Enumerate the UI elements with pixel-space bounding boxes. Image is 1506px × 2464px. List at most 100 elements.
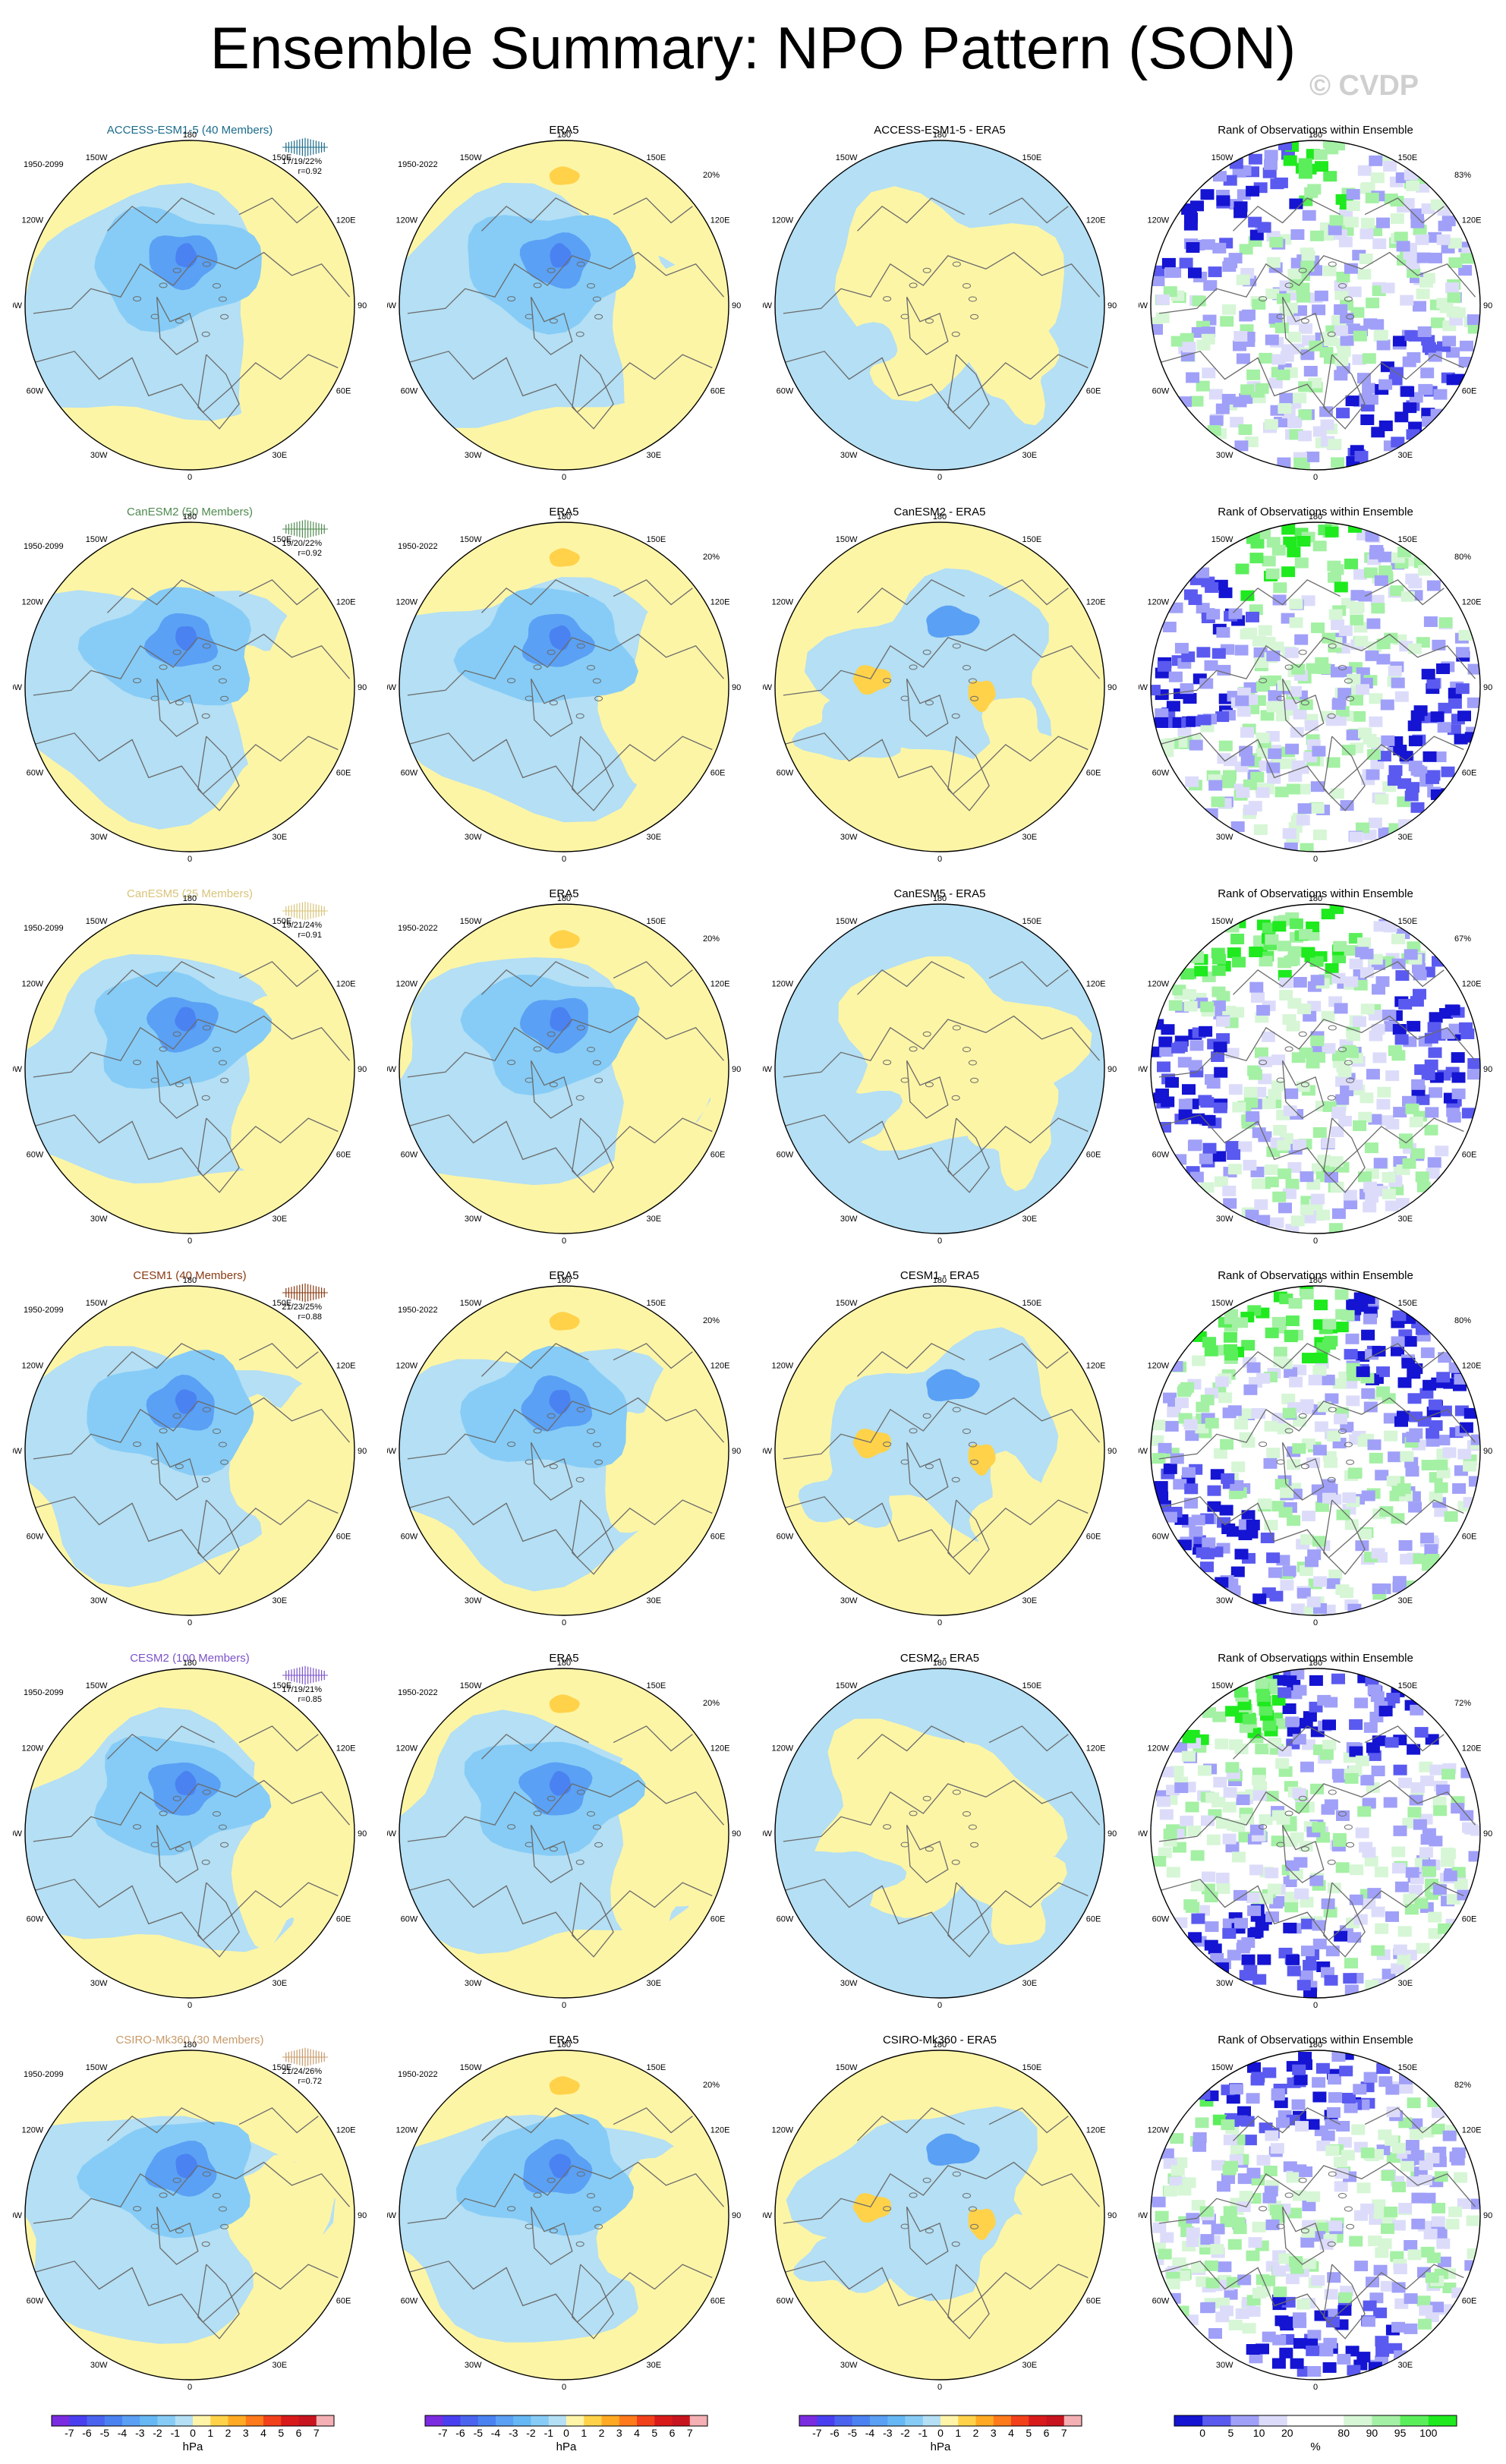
colorbar-tick-label: -4 bbox=[118, 2427, 128, 2439]
lon-label-180: 180 bbox=[183, 1276, 197, 1285]
lon-label-120w: 120W bbox=[1147, 2126, 1169, 2135]
lon-label-60e: 60E bbox=[710, 1915, 726, 1924]
colorbar-tick-label: -5 bbox=[100, 2427, 110, 2439]
lon-label-60w: 60W bbox=[1152, 387, 1170, 396]
lon-label-180: 180 bbox=[183, 1659, 197, 1668]
colorbar-tick-label: -2 bbox=[153, 2427, 162, 2439]
lon-label-0: 0 bbox=[187, 1237, 192, 1246]
map-field bbox=[775, 1668, 1104, 1998]
colorbar-tick-label: 20 bbox=[1281, 2427, 1293, 2439]
lon-label-180: 180 bbox=[933, 2040, 947, 2050]
map-field bbox=[775, 2050, 1104, 2380]
lon-label-180: 180 bbox=[933, 894, 947, 903]
colorbar-swatch bbox=[69, 2415, 88, 2426]
colorbar-swatch bbox=[689, 2415, 708, 2426]
lon-label-120e: 120E bbox=[1086, 216, 1106, 225]
colorbar-swatch bbox=[601, 2415, 620, 2426]
panel-title: CESM1 (40 Members) bbox=[133, 1269, 246, 1282]
colorbar-swatch bbox=[1287, 2415, 1316, 2426]
lon-label-90e: 90E bbox=[358, 1065, 367, 1074]
lon-label-90w: 90W bbox=[763, 1065, 773, 1074]
lon-label-150w: 150W bbox=[1211, 1299, 1233, 1308]
map-field bbox=[775, 522, 1104, 852]
lon-label-150e: 150E bbox=[1398, 1681, 1418, 1690]
obs-variance-percent: 20% bbox=[703, 1316, 720, 1325]
panel-title: ERA5 bbox=[549, 1652, 578, 1665]
map-boundary bbox=[399, 140, 729, 471]
lon-label-120w: 120W bbox=[771, 216, 793, 225]
lon-label-90w: 90W bbox=[763, 1829, 773, 1839]
lon-label-30e: 30E bbox=[1022, 1979, 1038, 1988]
lon-label-90e: 90E bbox=[1483, 1829, 1492, 1839]
lon-label-60w: 60W bbox=[27, 387, 44, 396]
lon-label-180: 180 bbox=[933, 512, 947, 521]
hpa-colorbar-3: -7 -6 -5 -4 -3 -2 -1 0 1 2 3 4 5 6 7 hPa bbox=[799, 2415, 1082, 2453]
lon-label-0: 0 bbox=[562, 855, 566, 864]
colorbar-tick-label: 2 bbox=[225, 2427, 232, 2439]
rank-percent: 80% bbox=[1454, 1316, 1471, 1325]
lon-label-120w: 120W bbox=[1147, 1362, 1169, 1371]
colorbar-tick-label: 0 bbox=[1199, 2427, 1205, 2439]
map-field bbox=[775, 904, 1104, 1234]
pattern-correlation: r=0.91 bbox=[298, 931, 323, 940]
lon-label-60w: 60W bbox=[1152, 1533, 1170, 1542]
lon-label-0: 0 bbox=[1313, 1237, 1318, 1246]
colorbar-tick-label: -5 bbox=[474, 2427, 484, 2439]
colorbar-tick-label: -6 bbox=[455, 2427, 465, 2439]
colorbar-tick-label: 4 bbox=[260, 2427, 266, 2439]
lon-label-120w: 120W bbox=[395, 598, 417, 607]
lon-label-120e: 120E bbox=[1086, 980, 1106, 989]
lon-label-0: 0 bbox=[937, 1237, 942, 1246]
cvdp-watermark: © CVDP bbox=[1309, 70, 1419, 102]
map-boundary bbox=[24, 1668, 355, 1999]
colorbar-swatch bbox=[548, 2415, 567, 2426]
lon-label-120w: 120W bbox=[1147, 216, 1169, 225]
colorbar-tick-label: 95 bbox=[1394, 2427, 1407, 2439]
colorbar-tick-label: 6 bbox=[1044, 2427, 1050, 2439]
lon-label-30e: 30E bbox=[1398, 451, 1413, 460]
lon-label-150w: 150W bbox=[836, 535, 858, 544]
map-boundary bbox=[1150, 1285, 1481, 1616]
lon-label-120e: 120E bbox=[336, 1362, 356, 1371]
panel-title: ACCESS-ESM1-5 - ERA5 bbox=[874, 124, 1005, 137]
lon-label-60w: 60W bbox=[401, 1151, 418, 1160]
map-boundary bbox=[774, 140, 1105, 471]
panel-title: CESM2 (100 Members) bbox=[130, 1652, 250, 1665]
map-boundary bbox=[24, 140, 355, 471]
colorbar-swatch bbox=[940, 2415, 959, 2426]
lon-label-150e: 150E bbox=[1022, 535, 1042, 544]
lon-label-30e: 30E bbox=[647, 1596, 662, 1605]
lon-label-30w: 30W bbox=[90, 1596, 108, 1605]
lon-label-0: 0 bbox=[937, 473, 942, 482]
lon-label-150e: 150E bbox=[1398, 917, 1418, 926]
lon-label-150w: 150W bbox=[1211, 1681, 1233, 1690]
lon-label-120e: 120E bbox=[710, 2126, 730, 2135]
lon-label-150e: 150E bbox=[1022, 153, 1042, 162]
lon-label-150e: 150E bbox=[1398, 535, 1418, 544]
lon-label-60w: 60W bbox=[401, 387, 418, 396]
map-boundary bbox=[24, 903, 355, 1234]
lon-label-90e: 90E bbox=[358, 2211, 367, 2220]
colorbar-unit: % bbox=[1310, 2440, 1320, 2453]
map-field bbox=[1151, 904, 1480, 1234]
lon-label-90w: 90W bbox=[763, 1447, 773, 1456]
colorbar-tick-label: 5 bbox=[651, 2427, 657, 2439]
panel-title: CESM1 - ERA5 bbox=[900, 1269, 979, 1282]
lon-label-60e: 60E bbox=[1086, 2297, 1101, 2306]
rank-percent: 83% bbox=[1454, 171, 1471, 180]
lon-label-60e: 60E bbox=[1086, 387, 1101, 396]
colorbar-swatch bbox=[799, 2415, 818, 2426]
colorbar-swatch bbox=[958, 2415, 977, 2426]
colorbar-tick-label: -7 bbox=[65, 2427, 74, 2439]
lon-label-120e: 120E bbox=[336, 2126, 356, 2135]
lon-label-180: 180 bbox=[557, 1659, 571, 1668]
lon-label-60e: 60E bbox=[710, 1533, 726, 1542]
colorbar-swatch bbox=[193, 2415, 211, 2426]
lon-label-0: 0 bbox=[562, 2001, 566, 2010]
map-boundary bbox=[1150, 521, 1481, 852]
lon-label-30e: 30E bbox=[1022, 1215, 1038, 1224]
lon-label-30e: 30E bbox=[1398, 833, 1413, 842]
